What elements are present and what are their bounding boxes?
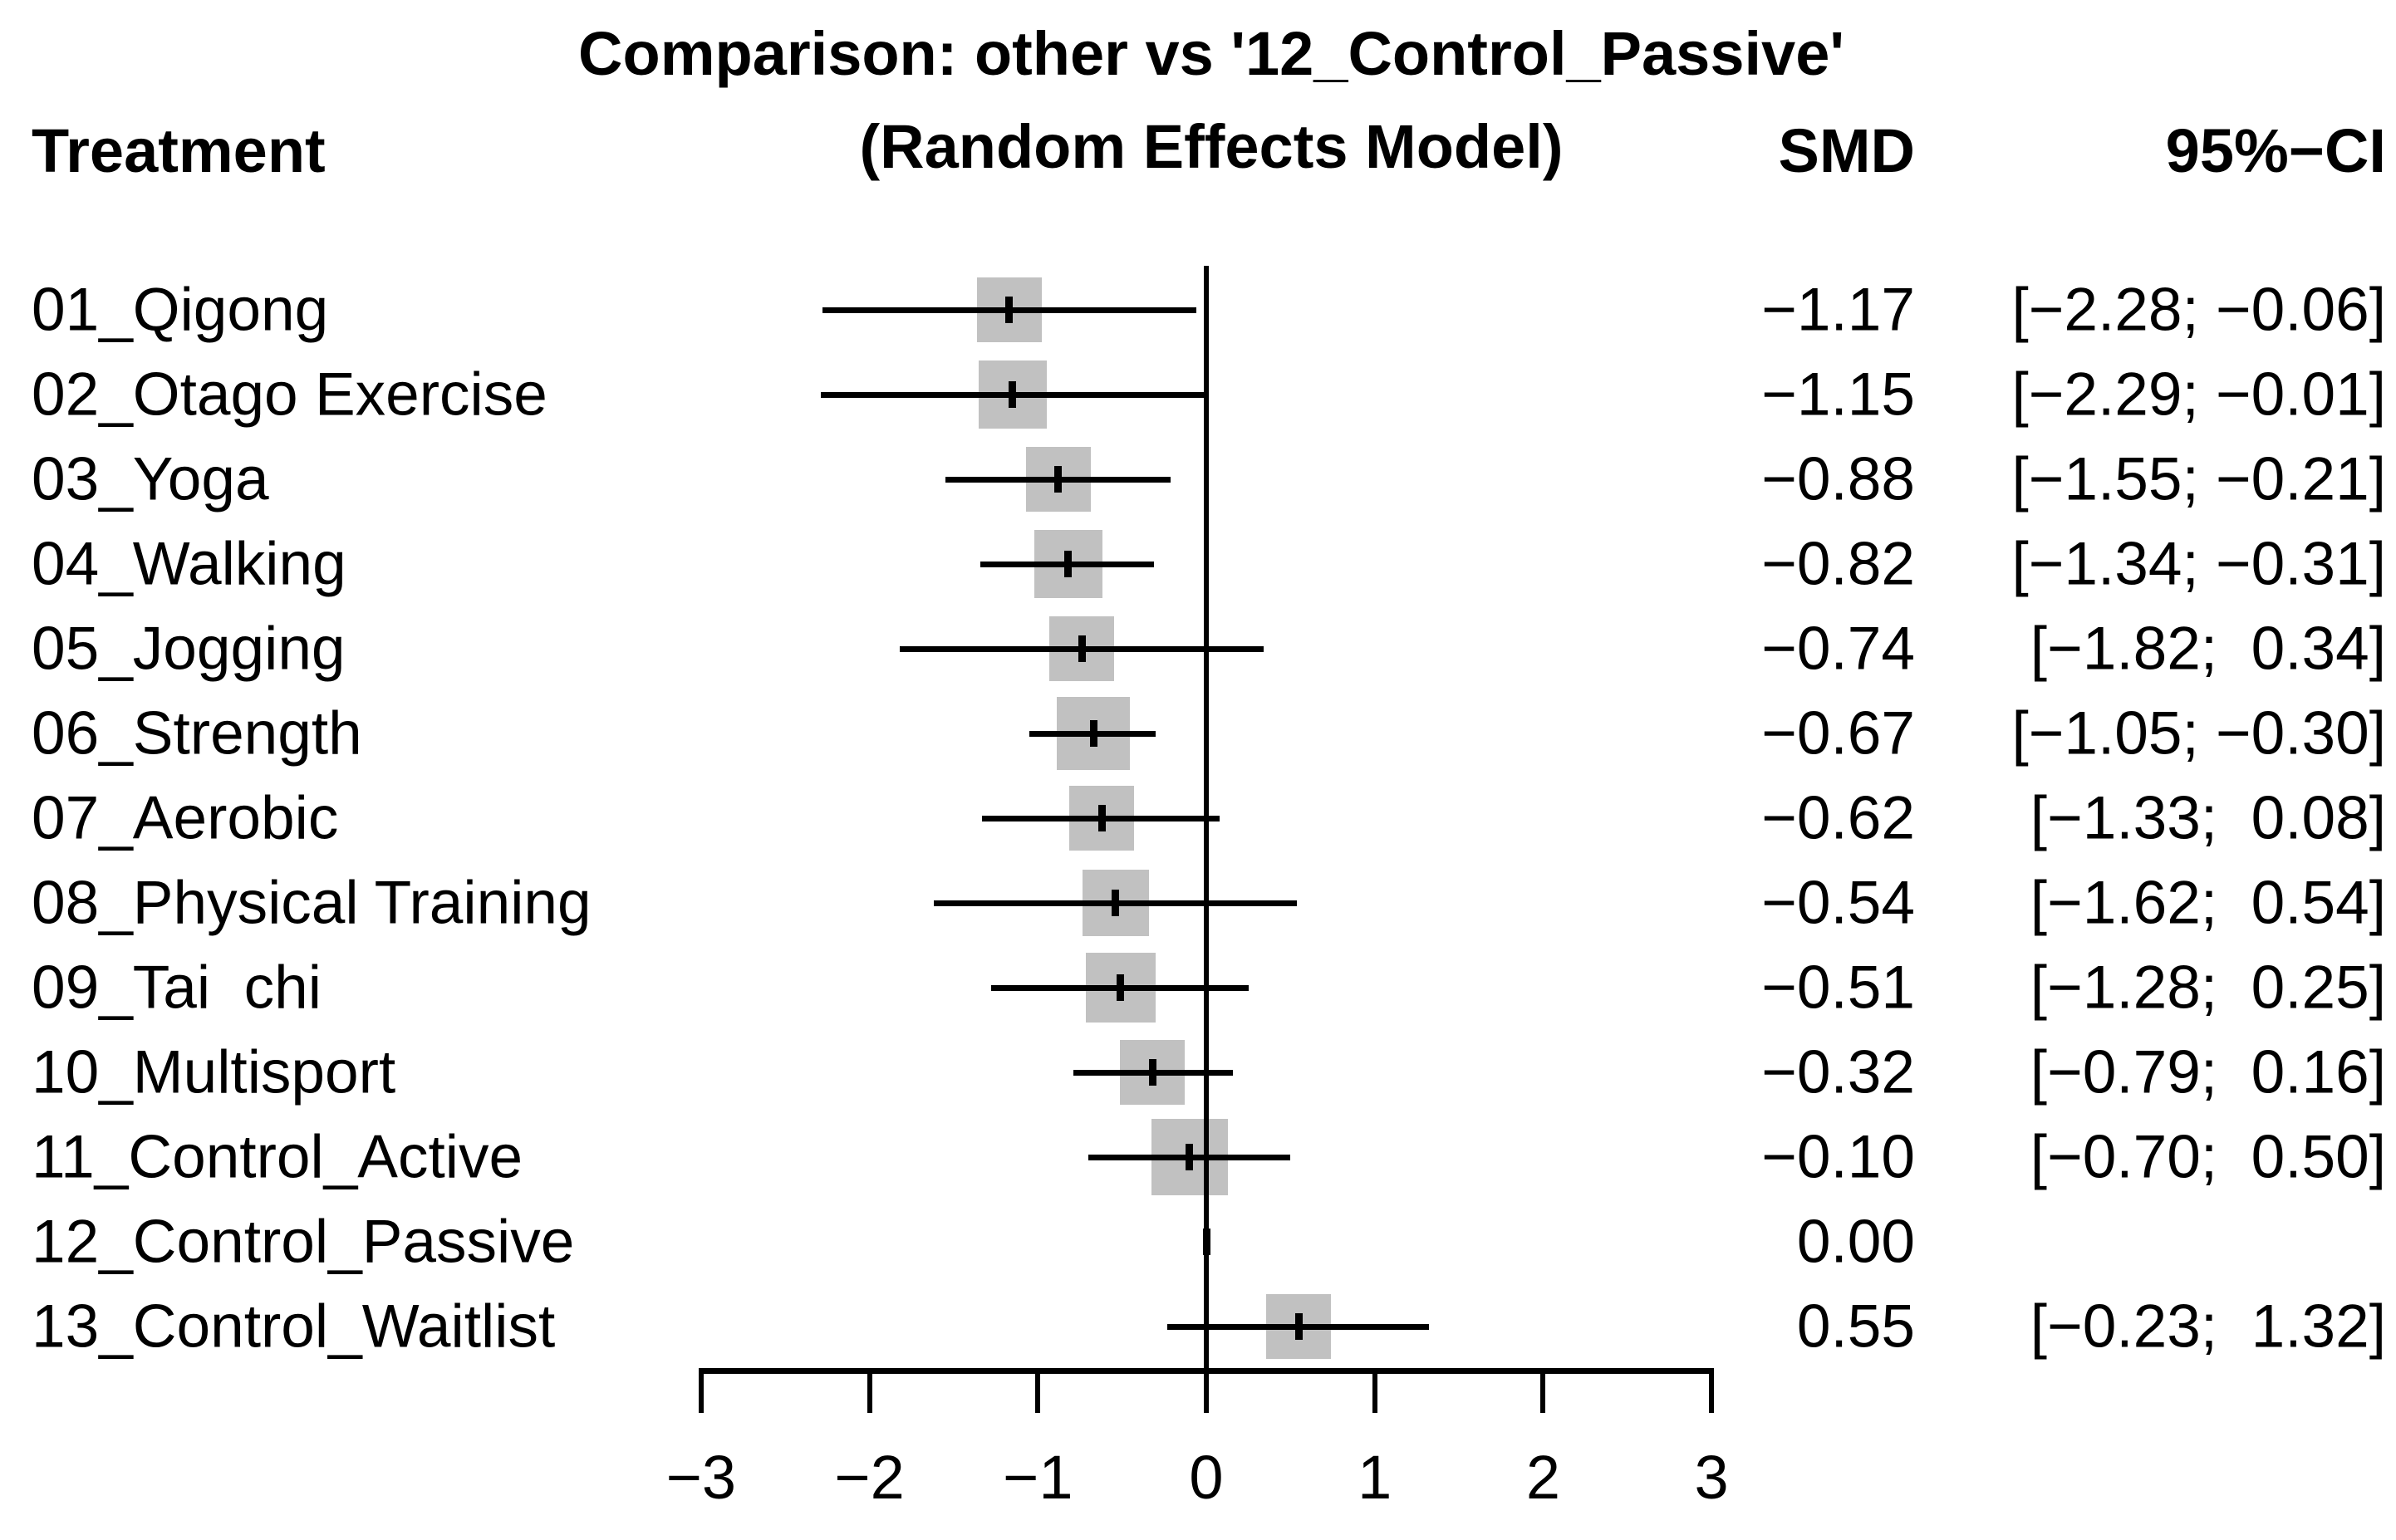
point-estimate-tick [1064, 551, 1073, 577]
ci-value: [−1.62; 0.54] [2030, 869, 2386, 937]
col-header-ci: 95%−CI [2165, 116, 2386, 185]
treatment-label: 01_Qigong [32, 276, 329, 344]
zero-reference-line [1204, 266, 1209, 1413]
x-axis-tick-label: −3 [665, 1443, 737, 1512]
treatment-label: 08_Physical Training [32, 869, 592, 937]
treatment-label: 02_Otago Exercise [32, 360, 547, 429]
treatment-label: 05_Jogging [32, 615, 346, 683]
smd-value: −0.74 [1761, 615, 1915, 683]
ci-value: [−2.29; −0.01] [2011, 360, 2386, 429]
x-axis-tick [1035, 1368, 1041, 1413]
smd-value: −0.51 [1761, 954, 1915, 1022]
point-estimate-tick [1005, 297, 1014, 323]
x-axis-tick [1372, 1368, 1377, 1413]
x-axis-tick [1540, 1368, 1546, 1413]
ci-value: [−1.82; 0.34] [2030, 615, 2386, 683]
treatment-label: 04_Walking [32, 530, 346, 598]
x-axis-tick-label: −2 [834, 1443, 905, 1512]
x-axis-tick-label: 2 [1525, 1443, 1560, 1512]
ci-value: [−1.55; −0.21] [2011, 445, 2386, 513]
treatment-label: 06_Strength [32, 699, 362, 768]
smd-value: −0.67 [1761, 699, 1915, 768]
x-axis-tick-label: 1 [1358, 1443, 1392, 1512]
treatment-label: 12_Control_Passive [32, 1208, 575, 1276]
ci-value: [−0.79; 0.16] [2030, 1038, 2386, 1106]
x-axis-tick-label: −1 [1003, 1443, 1073, 1512]
point-estimate-tick [1009, 381, 1017, 408]
smd-value: −0.82 [1761, 530, 1915, 598]
smd-value: −0.62 [1761, 784, 1915, 852]
ci-value: [−0.70; 0.50] [2030, 1123, 2386, 1191]
treatment-label: 10_Multisport [32, 1038, 396, 1106]
smd-value: −0.10 [1761, 1123, 1915, 1191]
ci-value: [−1.33; 0.08] [2030, 784, 2386, 852]
page-title: Comparison: other vs '12_Control_Passive… [578, 19, 1844, 88]
col-header-smd: SMD [1778, 116, 1915, 185]
point-estimate-tick [1097, 805, 1106, 831]
point-estimate-tick [1089, 720, 1097, 747]
treatment-label: 11_Control_Active [32, 1123, 523, 1191]
point-estimate-tick [1117, 974, 1125, 1001]
treatment-label: 09_Tai chi [32, 954, 322, 1022]
smd-value: −0.88 [1761, 445, 1915, 513]
col-header-treatment: Treatment [32, 116, 326, 185]
page-subtitle: (Random Effects Model) [859, 112, 1564, 181]
point-estimate-tick [1078, 635, 1086, 662]
point-estimate-tick [1186, 1144, 1194, 1170]
ci-value: [−1.28; 0.25] [2030, 954, 2386, 1022]
x-axis-tick-label: 0 [1189, 1443, 1224, 1512]
treatment-label: 03_Yoga [32, 445, 269, 513]
x-axis-tick [698, 1368, 704, 1413]
x-axis-tick [1709, 1368, 1715, 1413]
ci-value: [−2.28; −0.06] [2011, 276, 2386, 344]
smd-value: −0.32 [1761, 1038, 1915, 1106]
smd-value: −1.15 [1761, 360, 1915, 429]
point-estimate-tick [1148, 1059, 1156, 1086]
treatment-label: 07_Aerobic [32, 784, 339, 852]
point-estimate-tick [1294, 1313, 1303, 1340]
ci-value: [−1.05; −0.30] [2011, 699, 2386, 768]
smd-value: 0.55 [1796, 1292, 1915, 1361]
smd-value: 0.00 [1796, 1208, 1915, 1276]
x-axis-tick [867, 1368, 872, 1413]
ci-value: [−0.23; 1.32] [2030, 1292, 2386, 1361]
point-estimate-tick [1054, 466, 1063, 493]
smd-value: −0.54 [1761, 869, 1915, 937]
ci-value: [−1.34; −0.31] [2011, 530, 2386, 598]
treatment-label: 13_Control_Waitlist [32, 1292, 556, 1361]
x-axis-tick [1204, 1368, 1209, 1413]
x-axis-tick-label: 3 [1694, 1443, 1729, 1512]
smd-value: −1.17 [1761, 276, 1915, 344]
point-estimate-tick [1112, 890, 1120, 916]
